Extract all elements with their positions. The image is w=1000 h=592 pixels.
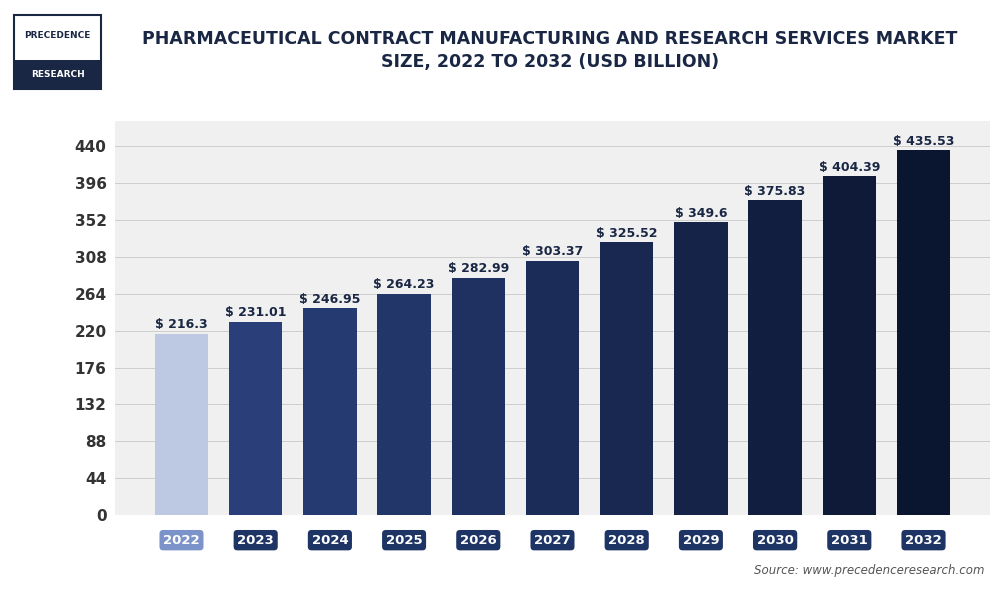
Text: 2025: 2025 [386,533,422,546]
Text: 2029: 2029 [683,533,719,546]
Text: $ 216.3: $ 216.3 [155,318,208,332]
Text: $ 435.53: $ 435.53 [893,135,954,148]
Bar [377,294,431,515]
Text: $ 404.39: $ 404.39 [819,161,880,174]
Text: 2026: 2026 [460,533,497,546]
Text: PRECEDENCE: PRECEDENCE [24,31,91,40]
Text: PHARMACEUTICAL CONTRACT MANUFACTURING AND RESEARCH SERVICES MARKET
SIZE, 2022 TO: PHARMACEUTICAL CONTRACT MANUFACTURING AN… [142,30,958,71]
Bar [600,242,653,515]
Bar [14,60,101,89]
Bar [452,278,505,515]
Bar [526,261,579,515]
Text: 2032: 2032 [905,533,942,546]
Bar [303,308,357,515]
Text: $ 325.52: $ 325.52 [596,227,657,240]
Bar [229,321,282,515]
Text: $ 375.83: $ 375.83 [744,185,806,198]
Text: 2024: 2024 [312,533,348,546]
Text: $ 231.01: $ 231.01 [225,306,286,319]
Text: 2023: 2023 [237,533,274,546]
Text: 2030: 2030 [757,533,794,546]
Text: Source: www.precedenceresearch.com: Source: www.precedenceresearch.com [755,564,985,577]
Text: 2031: 2031 [831,533,868,546]
Text: $ 264.23: $ 264.23 [373,278,435,291]
Text: $ 303.37: $ 303.37 [522,246,583,259]
Text: 2022: 2022 [163,533,200,546]
Text: 2028: 2028 [608,533,645,546]
Bar [823,176,876,515]
Text: $ 349.6: $ 349.6 [675,207,727,220]
Bar [748,200,802,515]
Bar [674,222,728,515]
Bar [155,334,208,515]
Text: $ 246.95: $ 246.95 [299,292,361,305]
Text: RESEARCH: RESEARCH [31,70,84,79]
Text: 2027: 2027 [534,533,571,546]
Bar [897,150,950,515]
Text: $ 282.99: $ 282.99 [448,262,509,275]
